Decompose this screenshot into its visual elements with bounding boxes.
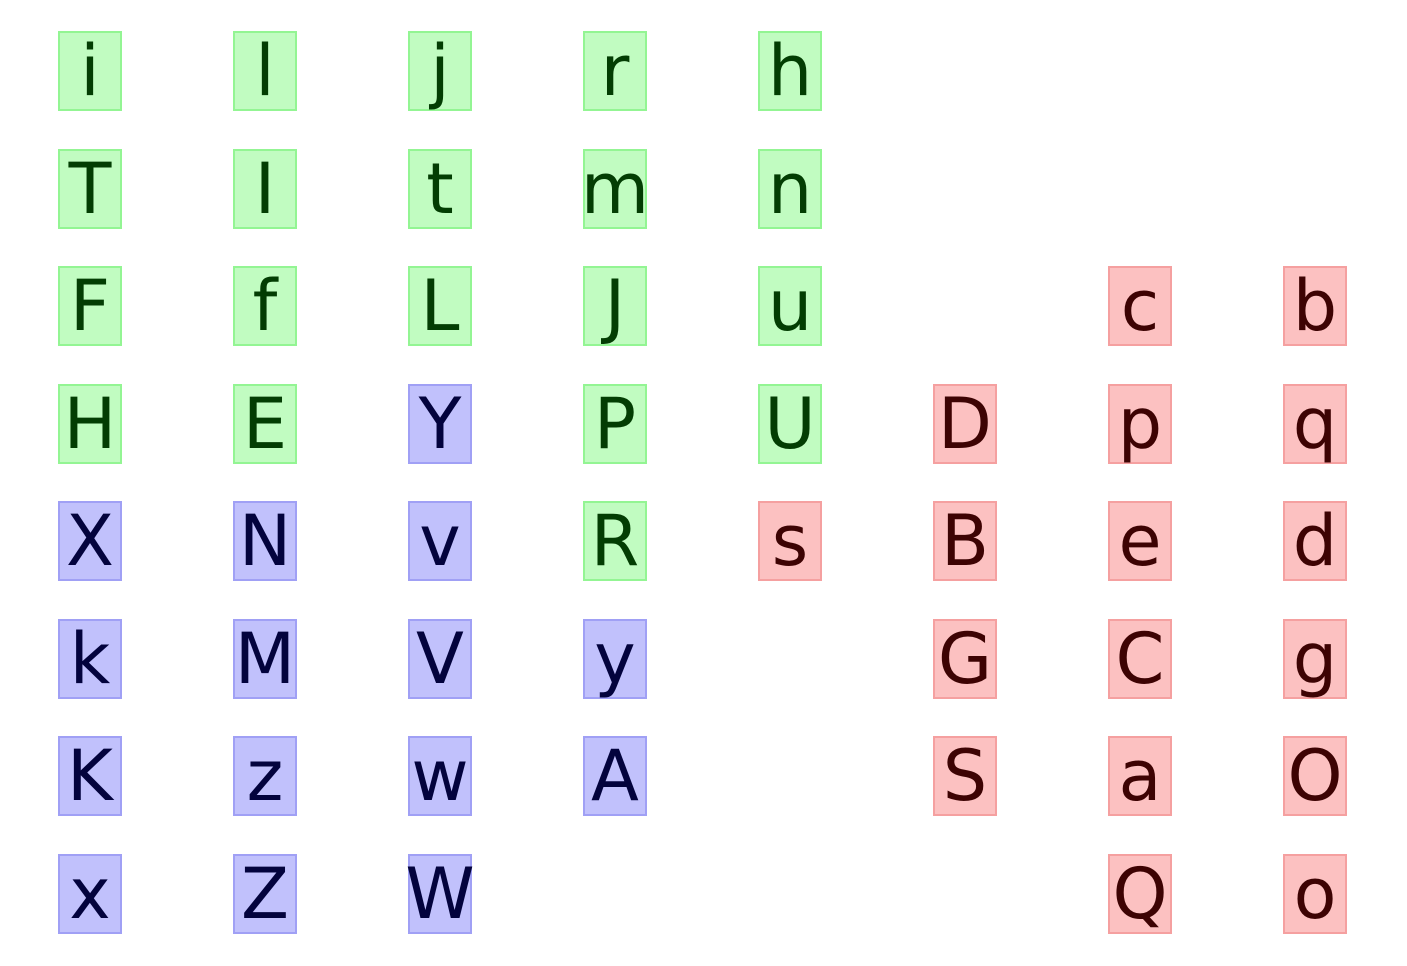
letter-cell-red: d bbox=[1283, 501, 1347, 581]
letter-cell-blue: y bbox=[583, 619, 647, 699]
letter-cell-red: S bbox=[933, 736, 997, 816]
letter-cell-green: j bbox=[408, 31, 472, 111]
letter-cell-red: o bbox=[1283, 854, 1347, 934]
letter-cell-red: q bbox=[1283, 384, 1347, 464]
letter-cell-green: L bbox=[408, 266, 472, 346]
letter-cell-green: f bbox=[233, 266, 297, 346]
letter-cell-red: e bbox=[1108, 501, 1172, 581]
letter-cell-red: b bbox=[1283, 266, 1347, 346]
letter-cell-green: m bbox=[580, 148, 650, 230]
letter-cell-green: F bbox=[58, 266, 122, 346]
letter-cell-blue: Y bbox=[408, 384, 472, 464]
letter-cell-green: I bbox=[233, 149, 297, 229]
letter-cell-red: C bbox=[1108, 619, 1172, 699]
letter-cell-red: B bbox=[933, 501, 997, 581]
letter-cell-red: G bbox=[933, 619, 997, 699]
letter-cell-green: r bbox=[583, 31, 647, 111]
letter-cell-blue: W bbox=[405, 853, 475, 935]
letter-cell-green: P bbox=[583, 384, 647, 464]
letter-cell-green: i bbox=[58, 31, 122, 111]
letter-cell-green: l bbox=[233, 31, 297, 111]
letter-cell-blue: w bbox=[408, 736, 472, 816]
letter-cell-blue: Z bbox=[233, 854, 297, 934]
letter-cell-green: E bbox=[233, 384, 297, 464]
letter-cell-blue: v bbox=[408, 501, 472, 581]
letter-cell-green: n bbox=[758, 149, 822, 229]
letter-cell-red: s bbox=[758, 501, 822, 581]
letter-cell-red: p bbox=[1108, 384, 1172, 464]
letter-cell-red: g bbox=[1283, 619, 1347, 699]
letter-cell-green: t bbox=[408, 149, 472, 229]
letter-cell-blue: V bbox=[408, 619, 472, 699]
letter-cell-red: O bbox=[1283, 736, 1347, 816]
letter-cell-blue: X bbox=[58, 501, 122, 581]
letter-cell-blue: N bbox=[233, 501, 297, 581]
letter-cell-green: h bbox=[758, 31, 822, 111]
letter-cell-green: H bbox=[58, 384, 122, 464]
letter-cell-blue: M bbox=[233, 618, 297, 700]
letter-cell-blue: z bbox=[233, 736, 297, 816]
letter-cell-green: u bbox=[758, 266, 822, 346]
letter-cell-blue: k bbox=[58, 619, 122, 699]
letter-cell-green: J bbox=[583, 266, 647, 346]
letter-cell-red: c bbox=[1108, 266, 1172, 346]
letter-cell-red: Q bbox=[1108, 854, 1172, 934]
letter-cell-blue: K bbox=[58, 736, 122, 816]
letter-cell-red: D bbox=[933, 384, 997, 464]
letter-cell-green: R bbox=[583, 501, 647, 581]
letter-cell-blue: x bbox=[58, 854, 122, 934]
letter-cell-red: a bbox=[1108, 736, 1172, 816]
letter-cell-blue: A bbox=[583, 736, 647, 816]
letter-cell-green: T bbox=[58, 149, 122, 229]
letter-cell-green: U bbox=[758, 384, 822, 464]
